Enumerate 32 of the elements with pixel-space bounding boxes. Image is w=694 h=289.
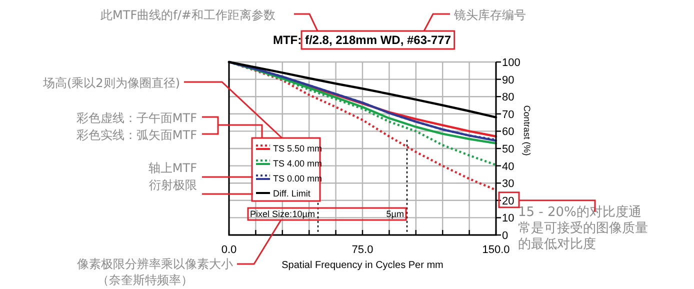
text: 此MTF曲线的f/#和工作距离参数 [100,8,276,22]
chart-title: MTF: f/2.8, 218mm WD, #63-777 [272,33,452,47]
y-tick-label: 0 [502,230,508,242]
x-tick-label: 75.0 [352,244,374,256]
y-axis-title: Contrast (%) [522,105,532,156]
legend-label: Diff. Limit [273,188,311,198]
y-tick-label: 50 [502,144,514,156]
x-axis-title: Spatial Frequency in Cycles Per mm [282,260,444,271]
text: 衍射极限 [149,178,197,192]
text: 彩色虚线：子午面MTF [76,111,198,125]
y-tick-label: 20 [502,195,514,208]
x-tick-label: 150.0 [482,244,510,256]
y-tick-label: 40 [502,160,514,173]
text: （奈奎斯特频率） [97,273,193,287]
y-tick-label: 60 [502,126,514,138]
annotation: Pixel Size: [250,209,292,219]
text: 15 - 20%的对比度通常是可接受的图像质量的最低对比度 [518,205,648,253]
ref-line-label: 5µm [386,209,404,219]
ref-line-label: 10µm [292,209,315,219]
y-tick-label: 90 [502,74,514,86]
y-tick-label: 10 [502,212,514,225]
text: 轴上MTF [148,161,198,175]
text: 镜头库存编号 [453,8,526,22]
y-tick-label: 30 [502,178,514,190]
y-tick-label: 80 [502,92,514,104]
x-tick-label: 0.0 [221,244,237,256]
text: 彩色实线：弧矢面MTF [76,128,198,142]
text: 场高(乘以2则为像圈直径) [42,76,180,90]
y-tick-label: 100 [502,57,520,69]
ref-line: 5µm [386,140,408,235]
y-tick-label: 70 [502,108,514,121]
text: 像素极限分辨率乘以像素大小 [77,257,233,271]
